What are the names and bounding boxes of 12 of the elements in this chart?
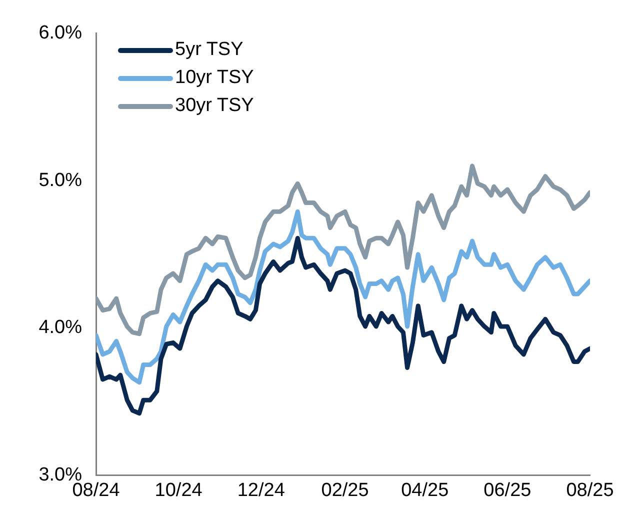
x-tick-label: 08/25 <box>566 480 614 501</box>
legend-label: 30yr TSY <box>175 95 254 118</box>
x-tick-label: 04/25 <box>401 480 449 501</box>
legend-label: 5yr TSY <box>175 39 244 62</box>
x-tick-label: 02/25 <box>321 480 369 501</box>
y-tick-label: 4.0% <box>38 317 82 338</box>
x-tick-label: 10/24 <box>154 480 203 501</box>
x-tick-label: 12/24 <box>237 480 286 501</box>
legend-label: 10yr TSY <box>175 67 254 90</box>
y-tick-label: 5.0% <box>38 170 82 191</box>
x-tick-label: 06/25 <box>484 480 532 501</box>
y-tick-label: 6.0% <box>38 22 82 44</box>
